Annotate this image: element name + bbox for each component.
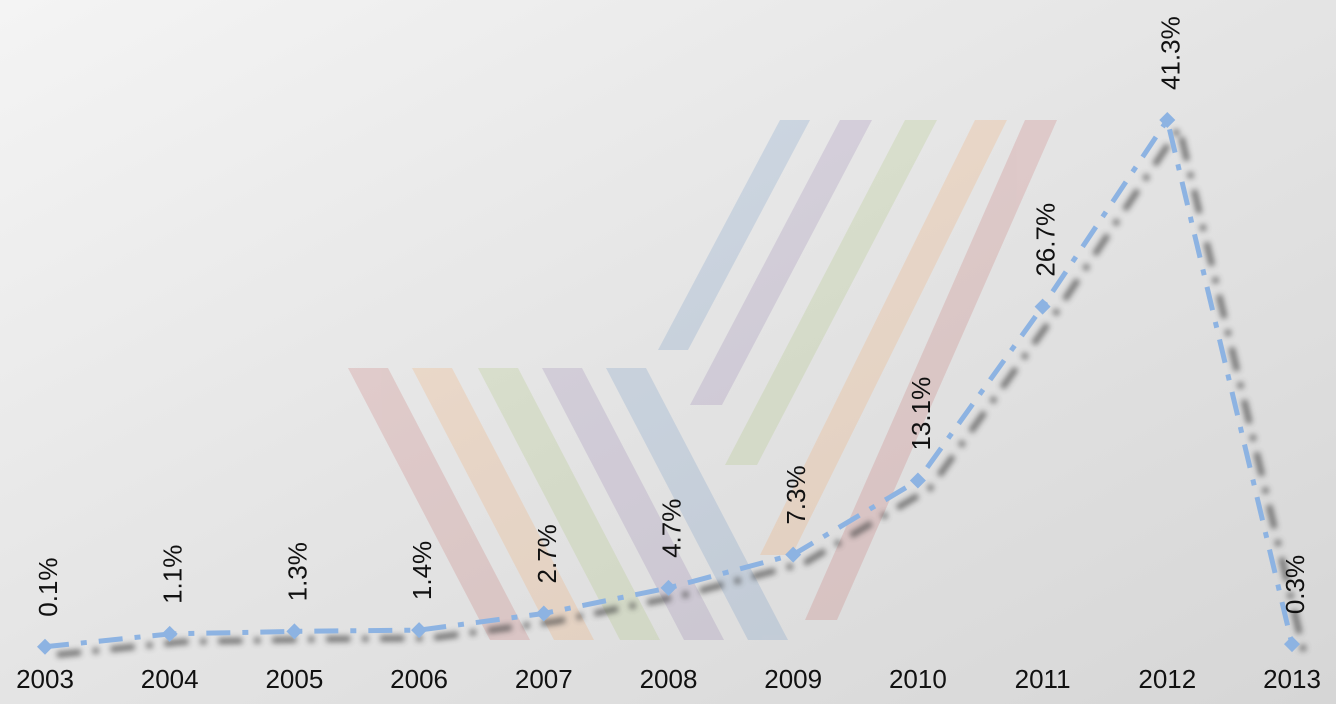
- chart: 0.1% 2003 1.1% 2004 1.3% 2005 1.4% 2006 2.7% 2007…: [0, 0, 1336, 704]
- data-label: 0.1%: [33, 557, 63, 616]
- x-tick-label: 2005: [265, 664, 323, 694]
- x-tick-label: 2010: [889, 664, 947, 694]
- x-tick-label: 2006: [390, 664, 448, 694]
- x-tick-label: 2011: [1015, 664, 1071, 694]
- data-label: 1.4%: [407, 541, 437, 600]
- x-tick-label: 2003: [16, 664, 74, 694]
- x-tick-label: 2004: [141, 664, 199, 694]
- x-tick-label: 2008: [640, 664, 698, 694]
- data-label: 1.1%: [158, 545, 188, 604]
- x-tick-label: 2012: [1138, 664, 1196, 694]
- data-label: 0.3%: [1280, 555, 1310, 614]
- page: 0.1% 2003 1.1% 2004 1.3% 2005 1.4% 2006 2.7% 2007…: [0, 0, 1336, 704]
- data-label: 41.3%: [1155, 16, 1185, 90]
- data-label: 4.7%: [657, 499, 687, 558]
- x-tick-label: 2013: [1263, 664, 1321, 694]
- data-label: 1.3%: [282, 542, 312, 601]
- x-tick-label: 2009: [764, 664, 822, 694]
- data-label: 13.1%: [906, 377, 936, 451]
- data-label: 26.7%: [1031, 203, 1061, 277]
- x-tick-label: 2007: [515, 664, 573, 694]
- data-label: 7.3%: [781, 465, 811, 524]
- data-label: 2.7%: [532, 524, 562, 583]
